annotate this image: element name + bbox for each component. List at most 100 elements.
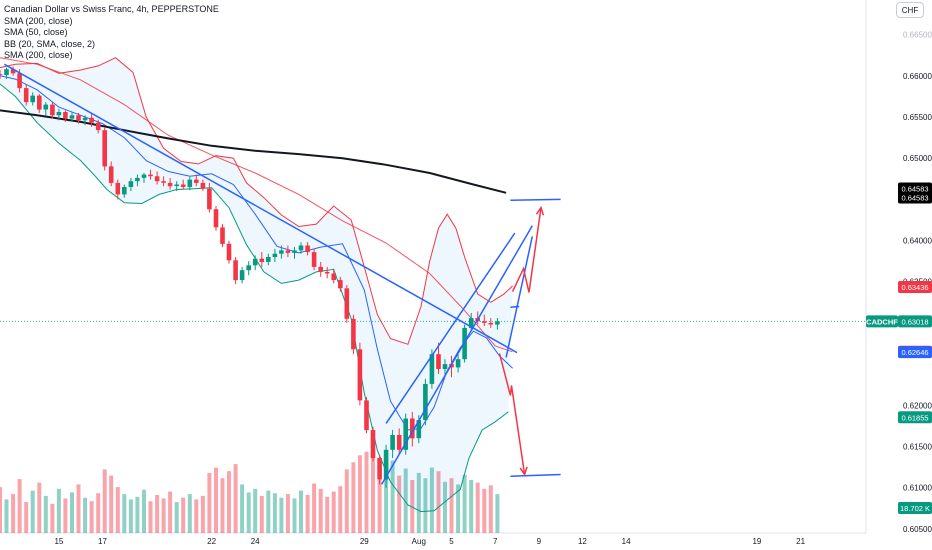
candle[interactable] bbox=[10, 66, 16, 76]
candle[interactable] bbox=[50, 102, 55, 119]
candle[interactable] bbox=[180, 179, 186, 190]
descending-trendline[interactable] bbox=[4, 63, 518, 354]
indicator-sma200[interactable]: SMA (200, close) bbox=[4, 15, 73, 26]
candle[interactable] bbox=[102, 126, 107, 171]
candle[interactable] bbox=[259, 252, 265, 267]
candle[interactable] bbox=[252, 255, 258, 271]
candle-body bbox=[180, 184, 186, 187]
candle[interactable] bbox=[390, 430, 395, 458]
channel-upper[interactable] bbox=[385, 232, 516, 424]
candle[interactable] bbox=[488, 318, 494, 328]
candle[interactable] bbox=[423, 378, 428, 426]
candle[interactable] bbox=[266, 253, 271, 266]
target-level-upper[interactable] bbox=[510, 198, 561, 201]
drawings-layer[interactable] bbox=[4, 63, 561, 485]
bb-fill bbox=[0, 57, 513, 512]
candle[interactable] bbox=[226, 240, 232, 264]
candle[interactable] bbox=[351, 314, 356, 355]
candle[interactable] bbox=[468, 313, 474, 332]
candle[interactable] bbox=[95, 119, 101, 134]
candle[interactable] bbox=[298, 242, 304, 254]
bullish-scenario-arrow[interactable] bbox=[511, 207, 542, 293]
candle[interactable] bbox=[292, 247, 297, 259]
candle[interactable] bbox=[233, 257, 238, 285]
candle[interactable] bbox=[187, 177, 193, 191]
candle[interactable] bbox=[311, 248, 317, 271]
candle[interactable] bbox=[213, 206, 219, 231]
axes-layer[interactable]: 0.660000.655000.650000.640000.635000.620… bbox=[54, 31, 932, 546]
volume-bar bbox=[246, 492, 251, 533]
candle[interactable] bbox=[108, 161, 114, 187]
candles-layer[interactable] bbox=[0, 66, 500, 488]
volume-bar bbox=[83, 497, 88, 533]
channel-lower-parallel[interactable] bbox=[505, 236, 534, 358]
candle[interactable] bbox=[30, 92, 35, 106]
candle[interactable] bbox=[377, 454, 382, 485]
candle[interactable] bbox=[122, 184, 127, 198]
candle[interactable] bbox=[154, 171, 160, 185]
candle[interactable] bbox=[344, 285, 350, 323]
candle[interactable] bbox=[207, 182, 212, 213]
channel-lower[interactable] bbox=[381, 225, 533, 485]
bearish-scenario-arrow[interactable] bbox=[498, 353, 526, 475]
candle[interactable] bbox=[495, 318, 500, 330]
candle[interactable] bbox=[69, 112, 75, 122]
candle[interactable] bbox=[194, 174, 199, 187]
candle[interactable] bbox=[383, 444, 389, 488]
candle[interactable] bbox=[4, 67, 9, 80]
candle[interactable] bbox=[442, 359, 448, 376]
candle[interactable] bbox=[128, 177, 134, 192]
candle[interactable] bbox=[285, 245, 291, 258]
breakout-level[interactable] bbox=[510, 305, 520, 309]
candle[interactable] bbox=[364, 397, 369, 434]
currency-button[interactable]: CHF bbox=[896, 2, 924, 18]
volume-bar bbox=[161, 498, 166, 533]
candle[interactable] bbox=[135, 174, 140, 187]
candle-body bbox=[279, 250, 284, 254]
candle[interactable] bbox=[279, 245, 284, 259]
candle[interactable] bbox=[403, 413, 408, 455]
candle[interactable] bbox=[82, 115, 88, 126]
candle[interactable] bbox=[370, 426, 376, 462]
candle[interactable] bbox=[167, 177, 173, 190]
candle[interactable] bbox=[246, 261, 251, 276]
candle[interactable] bbox=[43, 102, 49, 116]
candle[interactable] bbox=[331, 268, 336, 284]
candle[interactable] bbox=[396, 428, 402, 455]
candle[interactable] bbox=[148, 169, 153, 180]
target-level-lower[interactable] bbox=[510, 473, 561, 477]
candle[interactable] bbox=[63, 110, 68, 122]
candle[interactable] bbox=[0, 70, 3, 80]
candle[interactable] bbox=[410, 411, 415, 447]
indicator-bb[interactable]: BB (20, SMA, close, 2) bbox=[4, 38, 96, 49]
candle[interactable] bbox=[462, 324, 467, 363]
symbol-title[interactable]: Canadian Dollar vs Swiss Franc, 4h, PEPP… bbox=[4, 4, 219, 14]
candle[interactable] bbox=[115, 179, 121, 200]
candle[interactable] bbox=[220, 224, 225, 248]
candle[interactable] bbox=[89, 113, 94, 127]
volume-bar bbox=[24, 502, 29, 533]
candle[interactable] bbox=[272, 248, 278, 262]
candle[interactable] bbox=[318, 262, 323, 277]
candle[interactable] bbox=[141, 173, 147, 183]
candle[interactable] bbox=[482, 314, 487, 327]
candle[interactable] bbox=[357, 342, 363, 406]
candle[interactable] bbox=[56, 108, 62, 121]
candle[interactable] bbox=[239, 266, 245, 284]
candle[interactable] bbox=[23, 84, 29, 106]
candle[interactable] bbox=[455, 354, 461, 373]
candle[interactable] bbox=[37, 93, 42, 113]
candle[interactable] bbox=[338, 276, 343, 292]
candle[interactable] bbox=[200, 179, 206, 192]
candle[interactable] bbox=[161, 176, 166, 187]
indicator-sma50[interactable]: SMA (50, close) bbox=[4, 27, 68, 37]
candle[interactable] bbox=[76, 112, 81, 124]
volume-bar bbox=[357, 455, 362, 533]
candle[interactable] bbox=[324, 266, 330, 279]
candle[interactable] bbox=[305, 242, 310, 256]
indicator-sma200-second[interactable]: SMA (200, close) bbox=[4, 50, 73, 60]
candle[interactable] bbox=[436, 342, 441, 374]
candle[interactable] bbox=[174, 181, 179, 192]
candle-body bbox=[50, 104, 55, 116]
